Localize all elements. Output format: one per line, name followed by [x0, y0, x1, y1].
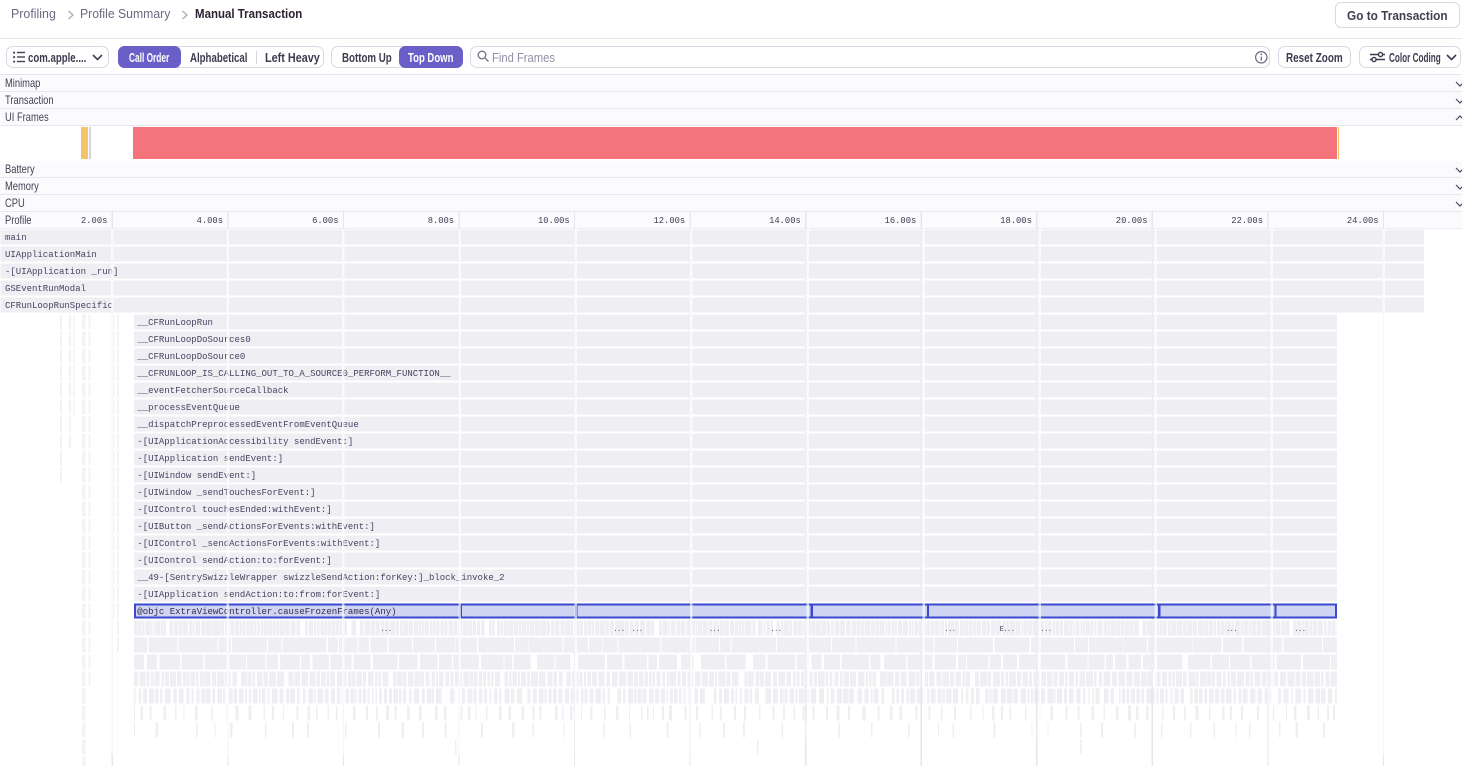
svg-text:...: ... [1294, 626, 1305, 634]
svg-text:-[UIButton _sendActionsForEven: -[UIButton _sendActionsForEvents:withEve… [137, 522, 375, 532]
svg-text:...: ... [380, 626, 391, 634]
svg-text:-[UIControl _sendActionsForEve: -[UIControl _sendActionsForEvents:withEv… [137, 539, 380, 549]
svg-text:...: ... [1226, 626, 1237, 634]
svg-text:...: ... [770, 626, 781, 634]
svg-text:-[UIApplication _run]: -[UIApplication _run] [5, 267, 118, 277]
svg-text:CFRunLoopRunSpecific: CFRunLoopRunSpecific [5, 301, 113, 311]
svg-text:E...: E... [1000, 626, 1015, 634]
svg-text:__CFRunLoopDoSources0: __CFRunLoopDoSources0 [136, 335, 250, 345]
svg-text:...: ... [613, 626, 624, 634]
svg-text:...: ... [1040, 626, 1051, 634]
svg-text:__CFRunLoopDoSource0: __CFRunLoopDoSource0 [136, 352, 245, 362]
svg-text:-[UIApplicationAccessibility s: -[UIApplicationAccessibility sendEvent:] [137, 437, 353, 447]
svg-text:__eventFetcherSourceCallback: __eventFetcherSourceCallback [136, 386, 288, 396]
svg-text:__49-[SentrySwizzleWrapper swi: __49-[SentrySwizzleWrapper swizzleSendAc… [136, 573, 504, 583]
svg-text:-[UIApplication sendAction:to:: -[UIApplication sendAction:to:from:forEv… [137, 590, 380, 600]
svg-text:__processEventQueue: __processEventQueue [136, 403, 240, 413]
svg-text:__CFRunLoopRun: __CFRunLoopRun [136, 318, 213, 328]
svg-text:GSEventRunModal: GSEventRunModal [5, 284, 86, 294]
svg-text:-[UIControl sendAction:to:forE: -[UIControl sendAction:to:forEvent:] [137, 556, 331, 566]
svg-text:-[UIWindow sendEvent:]: -[UIWindow sendEvent:] [137, 471, 256, 481]
svg-text:@objc ExtraViewController.caus: @objc ExtraViewController.causeFrozenFra… [137, 607, 396, 617]
svg-text:-[UIApplication sendEvent:]: -[UIApplication sendEvent:] [137, 454, 283, 464]
svg-text:...: ... [709, 626, 720, 634]
svg-text:main: main [5, 233, 27, 243]
svg-text:-[UIControl touchesEnded:withE: -[UIControl touchesEnded:withEvent:] [137, 505, 331, 515]
svg-text:...: ... [944, 626, 955, 634]
svg-text:__dispatchPreprocessedEventFro: __dispatchPreprocessedEventFromEventQueu… [136, 420, 358, 430]
svg-text:__CFRUNLOOP_IS_CALLING_OUT_TO_: __CFRUNLOOP_IS_CALLING_OUT_TO_A_SOURCE0_… [136, 369, 451, 379]
svg-text:UIApplicationMain: UIApplicationMain [5, 250, 97, 260]
svg-text:...: ... [631, 626, 642, 634]
